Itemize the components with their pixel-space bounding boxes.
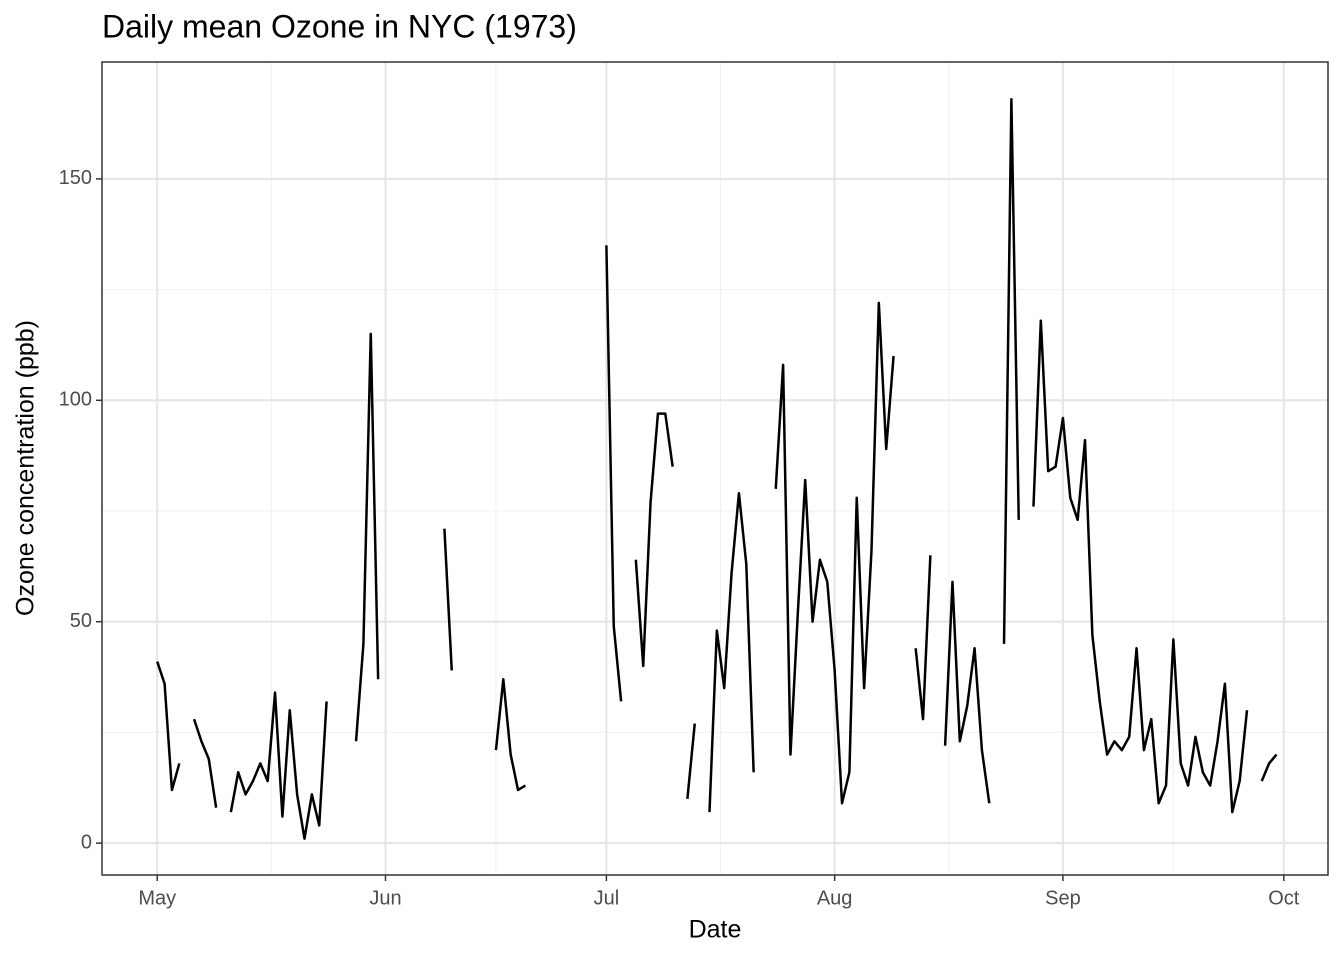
y-tick-label: 0 — [81, 831, 92, 853]
x-tick-label: Jul — [594, 887, 620, 909]
y-axis-title: Ozone concentration (ppb) — [12, 320, 40, 616]
x-axis-title: Date — [689, 916, 742, 944]
y-tick-label: 150 — [59, 167, 92, 189]
x-tick-label: Sep — [1045, 887, 1081, 909]
x-tick-label: Aug — [817, 887, 853, 909]
y-tick-label: 50 — [70, 610, 92, 632]
plot-background — [102, 62, 1328, 875]
data-line — [156, 97, 1278, 840]
x-tick-label: Oct — [1268, 887, 1300, 909]
x-tick-label: Jun — [369, 887, 401, 909]
y-tick-label: 100 — [59, 389, 92, 411]
x-tick-label: May — [138, 887, 176, 909]
plot-border — [101, 61, 1329, 876]
chart-title: Daily mean Ozone in NYC (1973) — [102, 8, 577, 44]
